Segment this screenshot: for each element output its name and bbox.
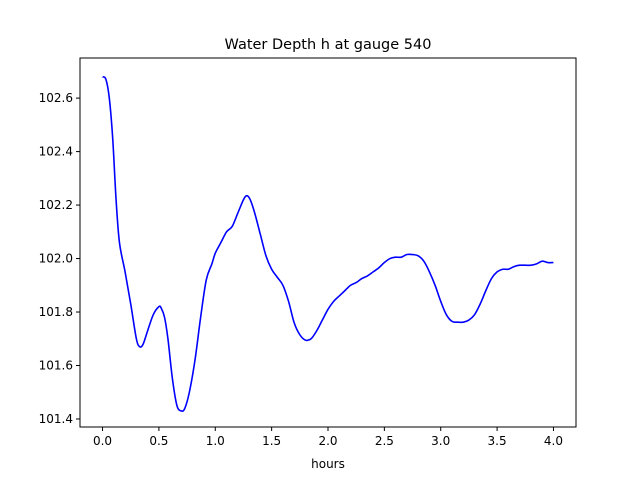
x-tick-label: 4.0 [544, 434, 563, 448]
y-tick-label: 101.6 [39, 359, 73, 373]
y-tick-label: 101.8 [39, 305, 73, 319]
x-axis-label: hours [311, 457, 345, 471]
y-tick-label: 101.4 [39, 412, 73, 426]
x-tick-label: 1.0 [206, 434, 225, 448]
x-tick-label: 0.5 [149, 434, 168, 448]
x-axis: 0.0 0.5 1.0 1.5 2.0 2.5 3.0 3.5 4.0 [93, 427, 563, 448]
y-tick-label: 102.6 [39, 91, 73, 105]
y-axis: 101.4 101.6 101.8 102.0 102.2 102.4 102.6 [39, 91, 80, 426]
y-tick-label: 102.2 [39, 198, 73, 212]
y-tick-label: 102.0 [39, 252, 73, 266]
x-tick-label: 2.0 [318, 434, 337, 448]
x-tick-label: 1.5 [262, 434, 281, 448]
chart-title: Water Depth h at gauge 540 [225, 37, 432, 53]
x-tick-label: 2.5 [375, 434, 394, 448]
y-tick-label: 102.4 [39, 145, 73, 159]
series-layer [102, 75, 554, 412]
x-tick-label: 3.0 [431, 434, 450, 448]
series-line-0 [102, 75, 554, 412]
x-tick-label: 3.5 [488, 434, 507, 448]
x-tick-label: 0.0 [93, 434, 112, 448]
